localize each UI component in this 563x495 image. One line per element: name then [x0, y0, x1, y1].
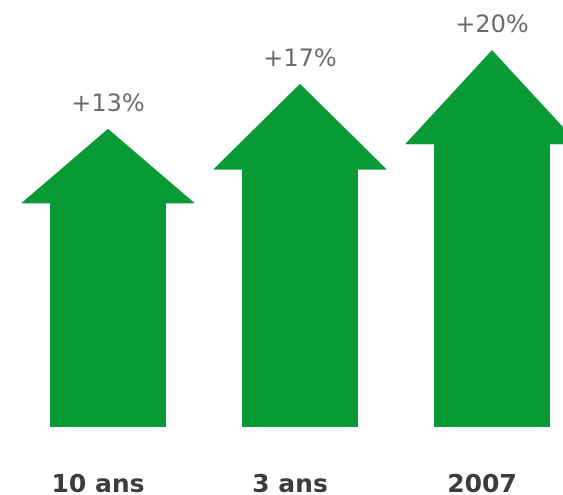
arrow — [405, 50, 563, 427]
category-label: 3 ans — [252, 469, 328, 495]
arrow — [21, 128, 195, 427]
category-label: 10 ans — [51, 469, 144, 495]
value-label: +17% — [263, 44, 336, 72]
category-label: 2007 — [447, 469, 517, 495]
value-label: +13% — [71, 89, 144, 117]
value-label: +20% — [455, 10, 528, 38]
arrow — [213, 83, 387, 427]
